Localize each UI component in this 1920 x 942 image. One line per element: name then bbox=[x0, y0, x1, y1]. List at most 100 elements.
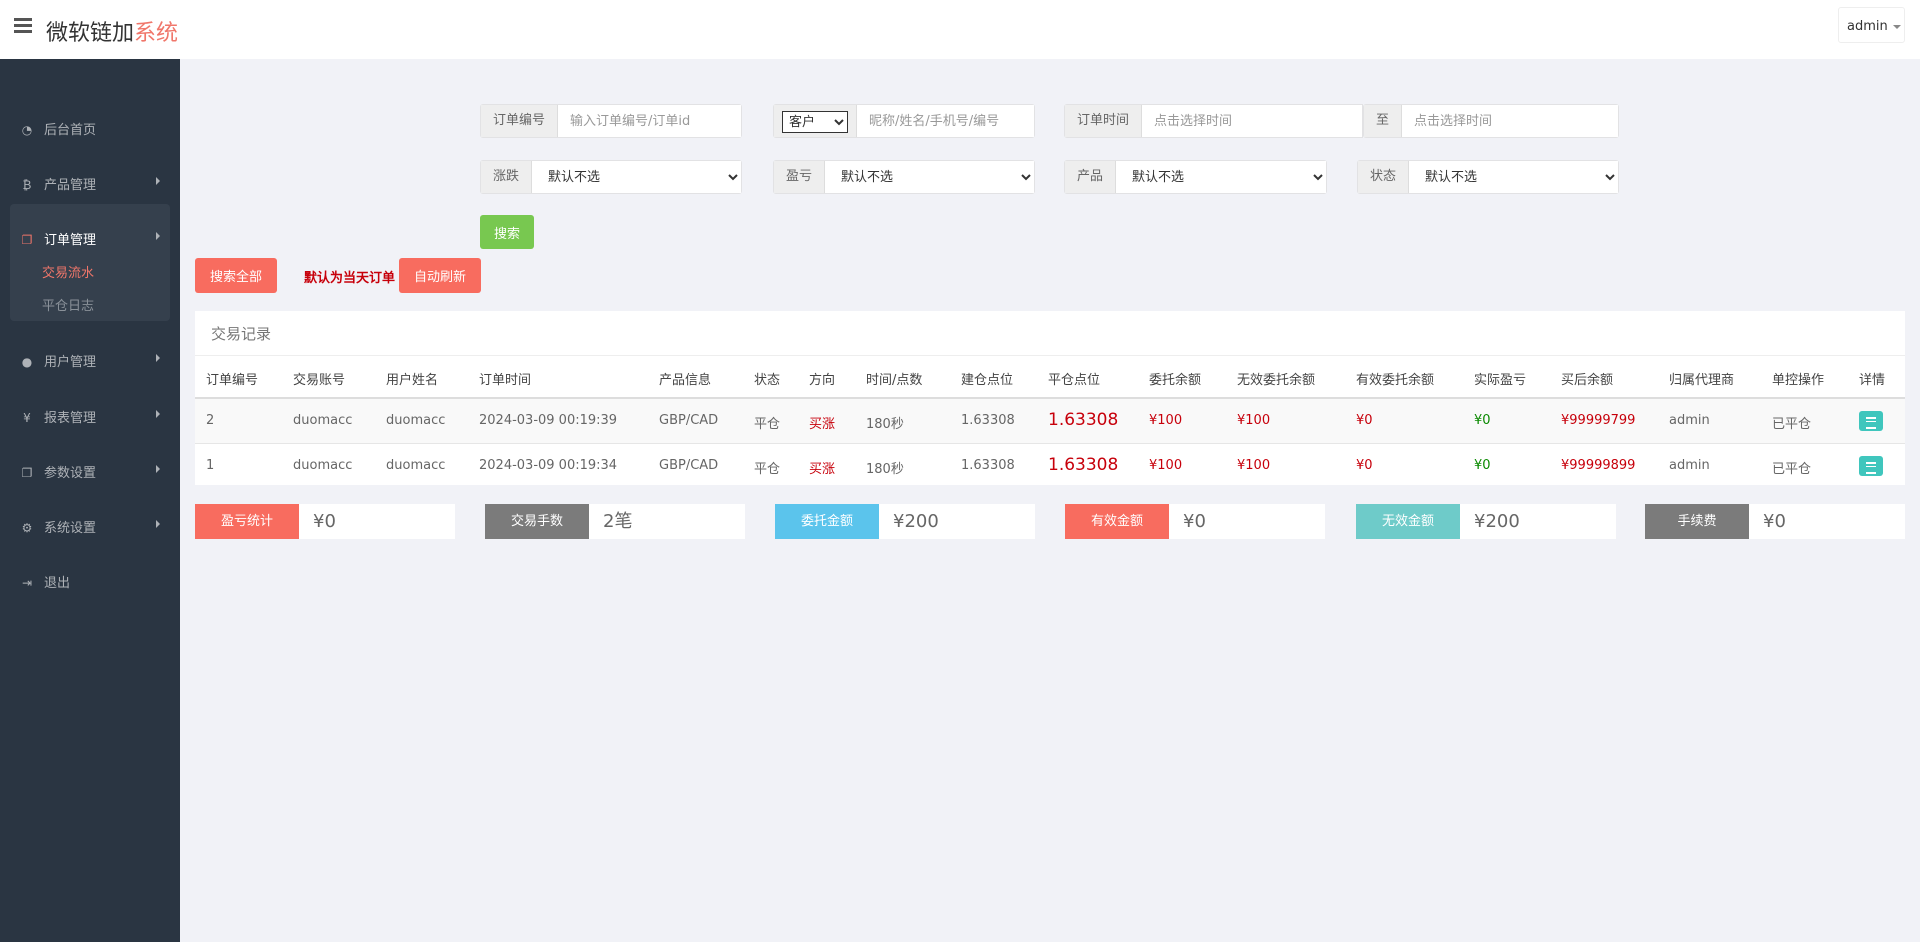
table-cell: ¥99999899 bbox=[1561, 458, 1636, 473]
stat-label: 盈亏统计 bbox=[195, 504, 299, 539]
column-header: 订单编号 bbox=[206, 373, 259, 388]
caret-down-icon bbox=[1892, 24, 1901, 29]
table-header: 订单编号 交易账号 用户姓名 订单时间 产品信息 状态 方向 时间/点数 建仓点位 平仓点位 委托余… bbox=[195, 355, 1905, 399]
stat-box: 无效金额 ¥200 bbox=[1356, 504, 1616, 539]
search-all-button[interactable]: 搜索全部 bbox=[195, 258, 277, 293]
column-header: 归属代理商 bbox=[1669, 373, 1735, 388]
detail-icon[interactable] bbox=[1859, 456, 1883, 476]
rise-select[interactable]: 默认不选 bbox=[532, 161, 741, 193]
sidebar-item-label: 系统设置 bbox=[44, 521, 97, 536]
stat-value: ¥200 bbox=[1474, 511, 1520, 532]
table-cell: duomacc bbox=[386, 413, 446, 428]
pnl-label: 盈亏 bbox=[774, 161, 826, 193]
dashboard-icon: ◔ bbox=[21, 123, 33, 137]
table-cell: 2 bbox=[206, 413, 215, 428]
stat-label: 无效金额 bbox=[1356, 504, 1460, 539]
table-cell: 已平仓 bbox=[1772, 462, 1812, 477]
table-cell: ¥0 bbox=[1356, 458, 1373, 473]
table-cell: duomacc bbox=[293, 458, 353, 473]
user-name: admin bbox=[1847, 19, 1888, 34]
table-cell: GBP/CAD bbox=[659, 458, 719, 473]
detail-icon[interactable] bbox=[1859, 411, 1883, 431]
sidebar-item-2[interactable]: ❐ 订单管理 bbox=[0, 216, 180, 260]
table-cell: admin bbox=[1669, 413, 1710, 428]
copy-icon: ❐ bbox=[21, 233, 33, 247]
table-cell: 2024-03-09 00:19:39 bbox=[479, 413, 618, 428]
table-cell: admin bbox=[1669, 458, 1710, 473]
yen-icon: ¥ bbox=[23, 411, 31, 425]
chevron-right-icon bbox=[156, 232, 160, 240]
stat-label: 有效金额 bbox=[1065, 504, 1169, 539]
column-header: 单控操作 bbox=[1772, 373, 1825, 388]
chevron-right-icon bbox=[156, 465, 160, 473]
column-header: 方向 bbox=[809, 373, 836, 388]
customer-input[interactable] bbox=[857, 105, 1034, 137]
sidebar-item-0[interactable]: ◔ 后台首页 bbox=[0, 106, 180, 150]
stat-label: 交易手数 bbox=[485, 504, 589, 539]
sidebar-item-4[interactable]: ¥ 报表管理 bbox=[0, 394, 180, 438]
column-header: 状态 bbox=[754, 373, 781, 388]
search-button[interactable]: 搜索 bbox=[480, 215, 534, 249]
auto-refresh-button[interactable]: 自动刷新 bbox=[399, 258, 481, 293]
stat-value: 2笔 bbox=[603, 511, 633, 532]
table-cell: ¥0 bbox=[1474, 413, 1491, 428]
table-cell: ¥0 bbox=[1356, 413, 1373, 428]
sidebar-item-6[interactable]: ⚙ 系统设置 bbox=[0, 504, 180, 548]
table-cell: 平仓 bbox=[754, 462, 781, 477]
time-label: 订单时间 bbox=[1065, 105, 1143, 137]
pnl-select[interactable]: 默认不选 bbox=[825, 161, 1034, 193]
column-header: 交易账号 bbox=[293, 373, 346, 388]
pnl-group: 盈亏 默认不选 bbox=[773, 160, 1035, 194]
table-cell: ¥100 bbox=[1149, 458, 1183, 473]
table-cell: 1.63308 bbox=[1048, 455, 1119, 475]
panel-title: 交易记录 bbox=[211, 325, 272, 343]
column-header: 时间/点数 bbox=[866, 373, 923, 388]
rise-group: 涨跌 默认不选 bbox=[480, 160, 742, 194]
default-note: 默认为当天订单 bbox=[304, 271, 396, 286]
sidebar-item-label: 产品管理 bbox=[44, 178, 97, 193]
sidebar-sub-trade-flow[interactable]: 交易流水 bbox=[42, 266, 95, 281]
sidebar-sub-close-log[interactable]: 平仓日志 bbox=[42, 299, 95, 314]
sidebar-group-orders bbox=[10, 204, 170, 321]
column-header: 建仓点位 bbox=[961, 373, 1014, 388]
customer-select-wrap: 客户 bbox=[774, 105, 857, 137]
time-from-input[interactable] bbox=[1142, 105, 1362, 137]
stat-label: 委托金额 bbox=[775, 504, 879, 539]
sidebar-item-label: 后台首页 bbox=[44, 123, 97, 138]
table-cell: duomacc bbox=[293, 413, 353, 428]
column-header: 买后余额 bbox=[1561, 373, 1614, 388]
user-dropdown[interactable]: admin bbox=[1838, 7, 1905, 43]
table-cell: 2024-03-09 00:19:34 bbox=[479, 458, 618, 473]
bitcoin-icon: ₿ bbox=[22, 178, 32, 192]
time-from-group: 订单时间 bbox=[1064, 104, 1363, 138]
sidebar-item-3[interactable]: ● 用户管理 bbox=[0, 338, 180, 382]
table-cell: duomacc bbox=[386, 458, 446, 473]
sidebar-item-label: 参数设置 bbox=[44, 466, 97, 481]
table-cell: 平仓 bbox=[754, 417, 781, 432]
chevron-right-icon bbox=[156, 410, 160, 418]
status-select[interactable]: 默认不选 bbox=[1409, 161, 1618, 193]
table-cell: 1.63308 bbox=[1048, 410, 1119, 430]
chevron-right-icon bbox=[156, 177, 160, 185]
order-no-input[interactable] bbox=[558, 105, 741, 137]
order-no-group: 订单编号 bbox=[480, 104, 742, 138]
table-row: 2 duomacc duomacc 2024-03-09 00:19:39 GBP/CA… bbox=[195, 399, 1905, 444]
table-cell: ¥100 bbox=[1237, 413, 1271, 428]
table-cell: ¥100 bbox=[1149, 413, 1183, 428]
time-to-group: 至 bbox=[1363, 104, 1619, 138]
sidebar-item-label: 退出 bbox=[44, 576, 71, 591]
sign-out-icon: ⇥ bbox=[21, 576, 33, 590]
stat-box: 委托金额 ¥200 bbox=[775, 504, 1035, 539]
sidebar-item-7[interactable]: ⇥ 退出 bbox=[0, 559, 180, 603]
sidebar-item-5[interactable]: ❐ 参数设置 bbox=[0, 449, 180, 493]
stat-box: 手续费 ¥0 bbox=[1645, 504, 1905, 539]
table-cell: 1.63308 bbox=[961, 458, 1015, 473]
time-to-input[interactable] bbox=[1402, 105, 1618, 137]
sidebar-item-1[interactable]: ₿ 产品管理 bbox=[0, 161, 180, 205]
product-select[interactable]: 默认不选 bbox=[1116, 161, 1326, 193]
table-cell: 1.63308 bbox=[961, 413, 1015, 428]
customer-type-select[interactable]: 客户 bbox=[782, 111, 848, 133]
menu-toggle-icon[interactable] bbox=[14, 18, 32, 34]
table-cell: GBP/CAD bbox=[659, 413, 719, 428]
column-header: 用户姓名 bbox=[386, 373, 439, 388]
